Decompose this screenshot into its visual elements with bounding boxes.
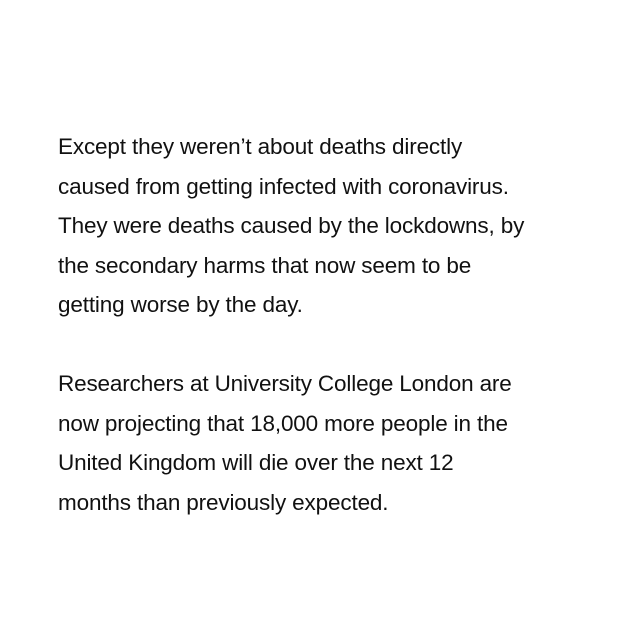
paragraph-1-line-3: They were deaths caused by the lockdowns… <box>58 213 525 238</box>
article-text: Except they weren’t about deaths directl… <box>58 127 618 522</box>
paragraph-2-line-1: Researchers at University College London… <box>58 371 512 396</box>
paragraph-2-line-4: months than previously expected. <box>58 489 389 515</box>
paragraph-2: Researchers at University College London… <box>58 364 618 522</box>
paragraph-1-line-2: caused from getting infected with corona… <box>58 173 509 199</box>
paragraph-1-line-5: getting worse by the day. <box>58 292 303 317</box>
paragraph-2-line-2: now projecting that 18,000 more people i… <box>58 410 508 436</box>
paragraph-2-line-3: United Kingdom will die over the next 12 <box>58 450 454 475</box>
paragraph-1-line-4: the secondary harms that now seem to be <box>58 252 472 278</box>
paragraph-1: Except they weren’t about deaths directl… <box>58 127 618 325</box>
paragraph-1-line-1: Except they weren’t about deaths directl… <box>58 134 463 159</box>
